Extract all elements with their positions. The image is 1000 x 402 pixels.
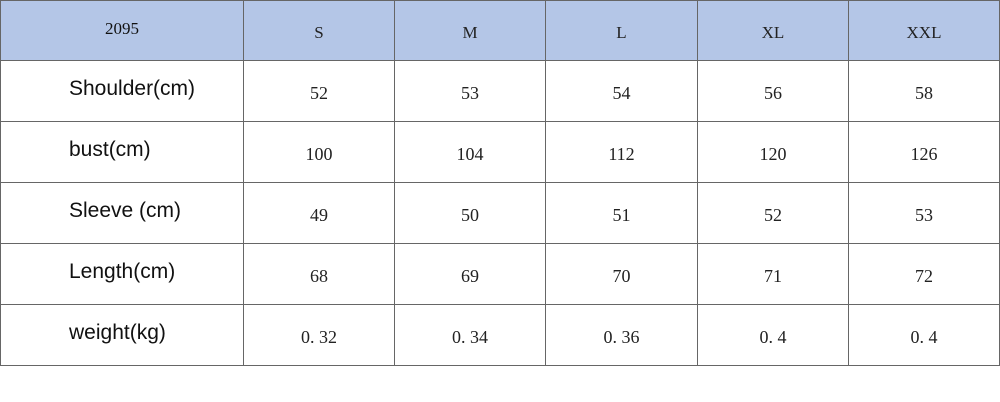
header-cell: 2095 xyxy=(0,0,244,61)
table-row: Shoulder(cm) 52 53 54 56 58 xyxy=(0,60,1000,122)
cell: 69 xyxy=(394,243,546,305)
cell: 71 xyxy=(697,243,849,305)
table-row: Sleeve (cm) 49 50 51 52 53 xyxy=(0,182,1000,244)
header-cell: XXL xyxy=(848,0,1000,61)
header-cell: S xyxy=(243,0,395,61)
row-label: weight(kg) xyxy=(0,304,244,366)
table-row: bust(cm) 100 104 112 120 126 xyxy=(0,121,1000,183)
cell: 54 xyxy=(545,60,698,122)
cell: 0. 4 xyxy=(848,304,1000,366)
row-label: bust(cm) xyxy=(0,121,244,183)
cell: 52 xyxy=(243,60,395,122)
table-row: Length(cm) 68 69 70 71 72 xyxy=(0,243,1000,305)
size-table: 2095 S M L XL XXL Shoulder(cm) 52 53 54 56 58 bust(c… xyxy=(0,0,1000,366)
cell: 0. 32 xyxy=(243,304,395,366)
cell: 0. 34 xyxy=(394,304,546,366)
row-label: Length(cm) xyxy=(0,243,244,305)
cell: 100 xyxy=(243,121,395,183)
cell: 53 xyxy=(394,60,546,122)
cell: 72 xyxy=(848,243,1000,305)
cell: 68 xyxy=(243,243,395,305)
header-cell: XL xyxy=(697,0,849,61)
header-cell: L xyxy=(545,0,698,61)
cell: 104 xyxy=(394,121,546,183)
cell: 70 xyxy=(545,243,698,305)
cell: 53 xyxy=(848,182,1000,244)
cell: 112 xyxy=(545,121,698,183)
table-body: 2095 S M L XL XXL Shoulder(cm) 52 53 54 56 58 bust(c… xyxy=(0,0,1000,366)
cell: 56 xyxy=(697,60,849,122)
table-row: weight(kg) 0. 32 0. 34 0. 36 0. 4 0. 4 xyxy=(0,304,1000,366)
cell: 0. 36 xyxy=(545,304,698,366)
header-cell: M xyxy=(394,0,546,61)
cell: 120 xyxy=(697,121,849,183)
cell: 49 xyxy=(243,182,395,244)
row-label: Sleeve (cm) xyxy=(0,182,244,244)
header-row: 2095 S M L XL XXL xyxy=(0,0,1000,61)
cell: 126 xyxy=(848,121,1000,183)
cell: 50 xyxy=(394,182,546,244)
cell: 51 xyxy=(545,182,698,244)
cell: 52 xyxy=(697,182,849,244)
cell: 58 xyxy=(848,60,1000,122)
cell: 0. 4 xyxy=(697,304,849,366)
row-label: Shoulder(cm) xyxy=(0,60,244,122)
